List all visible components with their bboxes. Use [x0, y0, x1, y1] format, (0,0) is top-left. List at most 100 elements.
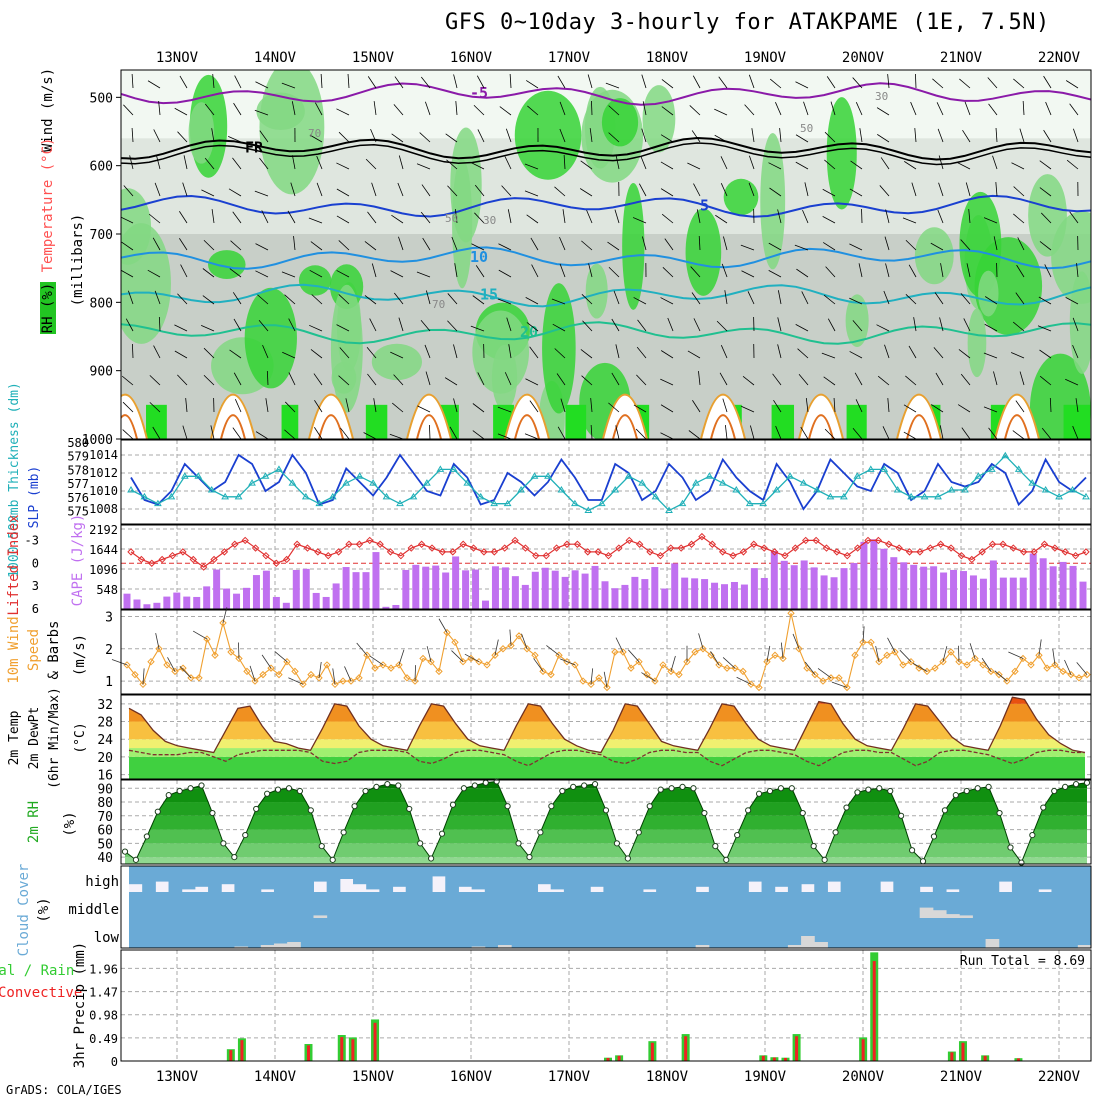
- wind-barb: [660, 378, 674, 386]
- li-point: [573, 540, 582, 548]
- thickness-point: [275, 465, 283, 472]
- rh-point: [373, 783, 380, 790]
- wind-barb: [715, 214, 728, 224]
- wind-barb-10m: [560, 658, 576, 666]
- wind-barb: [391, 133, 404, 143]
- wind-barb: [968, 209, 971, 224]
- rh-tick: 40: [97, 851, 113, 866]
- wind-barb: [858, 263, 863, 278]
- li-point: [1051, 544, 1059, 552]
- wind-barb: [293, 236, 296, 251]
- surface-heating: [220, 414, 246, 439]
- li-point: [1040, 540, 1049, 548]
- wind-barb: [147, 269, 161, 278]
- wind-barb: [769, 78, 782, 89]
- cloud-high-bar: [353, 866, 367, 885]
- wind-speed-point: [963, 661, 971, 669]
- date-label-bottom: 22NOV: [1038, 1069, 1081, 1085]
- wind-barb: [470, 325, 485, 332]
- wind-speed-point: [851, 651, 859, 659]
- wind-barb-10m: [451, 650, 464, 662]
- thickness-point: [813, 485, 821, 493]
- wind-barb-10m: [398, 649, 405, 666]
- ylabel-rh2m: 2m RH: [26, 801, 42, 843]
- li-point: [1030, 548, 1038, 556]
- rh-blob: [760, 132, 786, 270]
- cloud-high-bar: [418, 866, 433, 892]
- cape-bar: [183, 596, 191, 609]
- wind-barb: [749, 425, 755, 439]
- thickness-point: [772, 485, 781, 493]
- wind-barb: [147, 80, 161, 89]
- rh-blob: [914, 227, 954, 285]
- wind-barb: [373, 101, 377, 116]
- wind-barb-10m: [249, 665, 256, 682]
- wind-barb: [501, 185, 512, 197]
- cape-bar: [372, 552, 380, 609]
- rh-contour-label: 50: [445, 212, 458, 225]
- wind-barb: [936, 102, 944, 116]
- wind-barb: [614, 209, 620, 224]
- cloud-high-bar: [563, 866, 578, 892]
- cape-bar: [671, 563, 679, 609]
- wind-barb: [474, 212, 485, 224]
- wind-speed-point: [1067, 670, 1075, 679]
- thickness-point: [517, 485, 525, 493]
- wind-barb: [984, 323, 998, 332]
- date-label-bottom: 14NOV: [254, 1069, 297, 1085]
- wind-speed-point: [1027, 661, 1035, 669]
- wind-speed-point: [683, 657, 691, 666]
- wind-barb-10m: [1008, 651, 1024, 659]
- wind-barb: [562, 209, 566, 224]
- rh-point: [777, 785, 785, 792]
- cloud-high-bar: [998, 866, 1013, 882]
- cloud-low-bar: [260, 945, 275, 948]
- wind-barb: [880, 157, 890, 170]
- rh-blob: [491, 344, 518, 411]
- wind-barb: [589, 128, 593, 143]
- cape-bar: [342, 567, 350, 609]
- precip-bg: [121, 950, 1091, 1061]
- wind-barb: [177, 374, 188, 386]
- wind-speed-point: [939, 657, 947, 666]
- wind-barb: [935, 372, 944, 386]
- wind-barb: [915, 73, 917, 89]
- cloud-low-bar: [471, 946, 486, 948]
- cloud-high-bar: [260, 866, 275, 890]
- wind-barb: [720, 183, 728, 197]
- thickness-point: [584, 506, 593, 514]
- cape-bar: [701, 579, 709, 609]
- isotherm-line: [121, 283, 1091, 308]
- surface-heating: [808, 414, 834, 439]
- wind-barb: [288, 318, 296, 332]
- wind-barb: [281, 271, 296, 278]
- wind-barb: [232, 292, 242, 305]
- wind-barb: [557, 75, 566, 89]
- cape-bar: [243, 587, 250, 609]
- wind-barb: [229, 268, 242, 278]
- wind-barb: [768, 242, 782, 251]
- thickness-tick: 579: [67, 450, 89, 464]
- wind-barb: [121, 375, 134, 386]
- cape-bar: [1039, 558, 1047, 609]
- li-point: [770, 548, 779, 556]
- li-point: [220, 548, 229, 556]
- li-point: [802, 536, 810, 545]
- cloud-high-bar: [1025, 866, 1039, 892]
- rh-point: [745, 807, 752, 814]
- wind-barb: [421, 184, 431, 197]
- thickness-point: [1001, 451, 1010, 459]
- wind-barb: [859, 128, 863, 143]
- wind-barb: [744, 104, 755, 116]
- isotherm-label: 15: [480, 286, 498, 304]
- wind-barb: [613, 290, 620, 305]
- wind-barb: [1019, 371, 1025, 386]
- wind-speed-point: [371, 664, 379, 672]
- wind-barb: [526, 322, 539, 332]
- cape-bar: [262, 570, 270, 609]
- li-point: [179, 548, 187, 556]
- thickness-point: [624, 472, 633, 479]
- surface-heating: [121, 414, 138, 439]
- wind-speed-point: [403, 674, 411, 682]
- rh-point: [482, 779, 489, 786]
